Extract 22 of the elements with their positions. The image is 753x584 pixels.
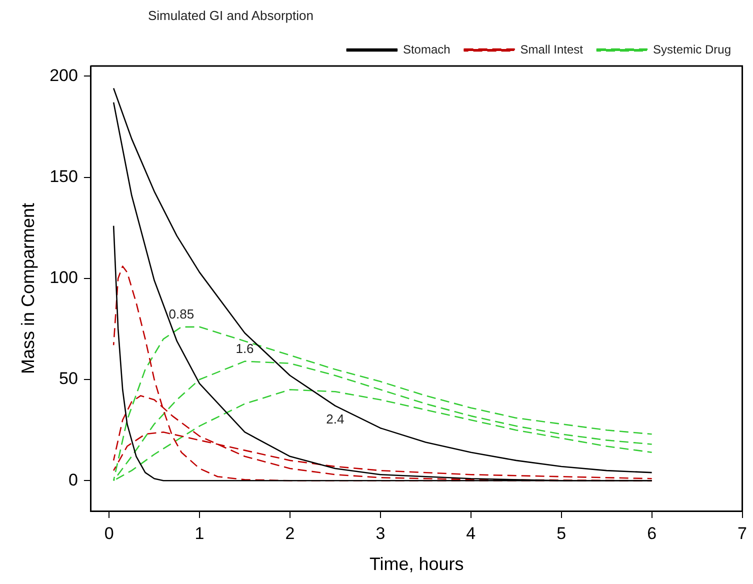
x-tick-label: 1 xyxy=(194,524,204,543)
x-tick-label: 0 xyxy=(104,524,114,543)
legend-label: Stomach xyxy=(402,42,450,56)
annotation: 2.4 xyxy=(326,411,344,426)
legend-label: Small Intest xyxy=(520,42,584,56)
y-tick-label: 50 xyxy=(59,369,78,388)
x-tick-label: 4 xyxy=(466,524,476,543)
chart-title: Simulated GI and Absorption xyxy=(148,8,314,23)
x-tick-label: 5 xyxy=(556,524,566,543)
y-tick-label: 150 xyxy=(50,166,78,186)
annotation: 1.6 xyxy=(236,340,254,356)
x-tick-label: 6 xyxy=(647,524,657,543)
x-tick-label: 2 xyxy=(285,524,295,543)
y-tick-label: 200 xyxy=(50,66,78,85)
x-axis-title: Time, hours xyxy=(369,554,464,574)
y-axis-title: Mass in Comparment xyxy=(18,202,38,374)
y-tick-label: 0 xyxy=(68,470,78,490)
x-tick-label: 7 xyxy=(738,524,748,543)
y-tick-label: 100 xyxy=(50,268,78,288)
x-tick-label: 3 xyxy=(376,524,386,543)
legend-label: Systemic Drug xyxy=(652,42,732,56)
annotation: 0.85 xyxy=(168,306,194,322)
